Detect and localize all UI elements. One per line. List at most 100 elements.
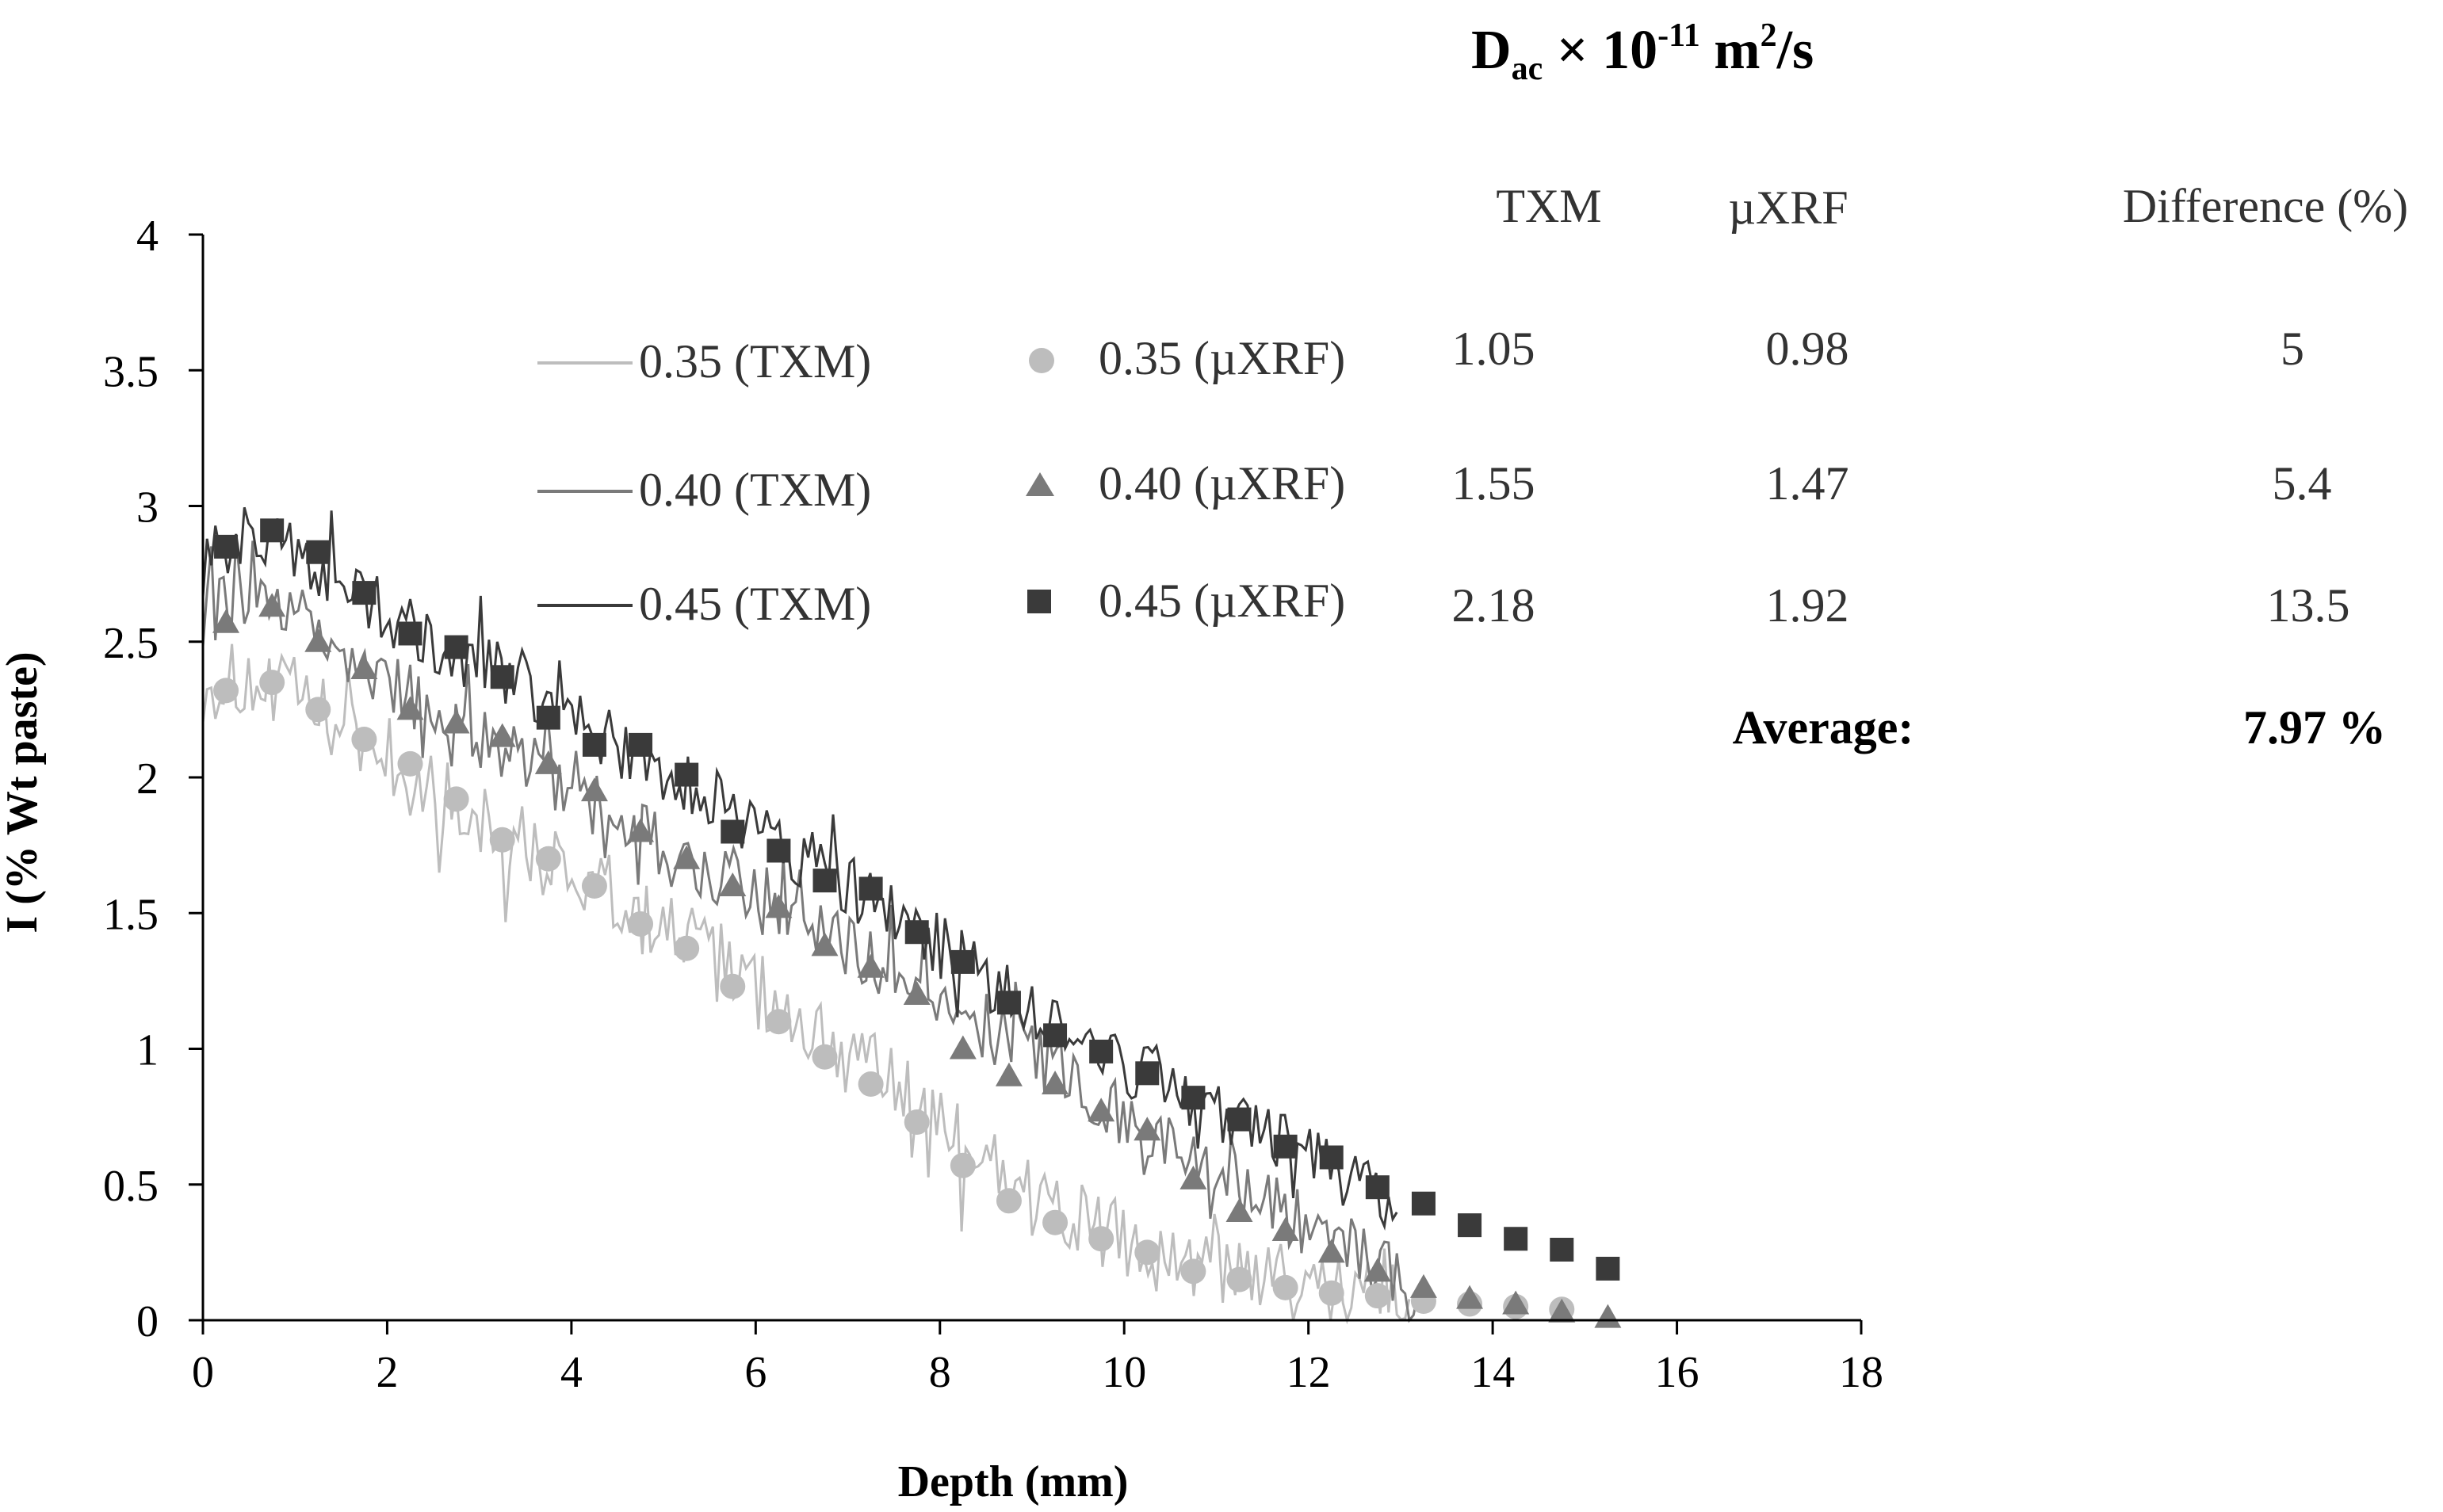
data-point-triangle: [719, 872, 747, 896]
data-point-circle: [1364, 1283, 1390, 1309]
table-header-difference: Difference (%): [2123, 180, 2408, 232]
data-point-triangle: [673, 845, 701, 869]
tick-marks: [189, 233, 1863, 1334]
legend: 0.35 (TXM) 0.35 (µXRF) 0.40 (TXM) 0.40 (…: [537, 332, 1345, 630]
data-point-square: [812, 869, 837, 893]
y-tick-label: 4: [136, 212, 159, 261]
data-point-circle: [720, 973, 746, 999]
data-point-triangle: [1088, 1098, 1115, 1122]
data-point-square: [1411, 1191, 1436, 1216]
legend-label-040-txm: 0.40 (TXM): [639, 464, 871, 516]
data-point-square: [1596, 1256, 1620, 1281]
x-tick-label: 10: [1102, 1348, 1146, 1397]
data-point-triangle: [949, 1035, 977, 1060]
table-average-value: 7.97 %: [2243, 701, 2386, 754]
data-point-circle: [904, 1109, 930, 1135]
table-title-unit-tail: /s: [1776, 20, 1814, 81]
data-point-triangle: [1225, 1198, 1253, 1222]
x-tick-label: 6: [744, 1348, 767, 1397]
uxrf-points-layer: [212, 518, 1622, 1328]
table-title-times: × 10: [1543, 20, 1657, 81]
data-point-circle: [1134, 1239, 1160, 1266]
legend-marker-035-uxrf: [1029, 348, 1054, 373]
data-point-circle: [259, 670, 285, 696]
legend-label-035-uxrf: 0.35 (µXRF): [1099, 332, 1345, 384]
table-title-exp: -11: [1657, 17, 1700, 54]
x-axis-title: Depth (mm): [898, 1457, 1129, 1506]
table-title-unit-exp: 2: [1761, 17, 1777, 54]
data-point-square: [996, 991, 1021, 1015]
data-point-square: [398, 621, 422, 646]
data-point-square: [629, 732, 653, 757]
data-point-triangle: [304, 628, 332, 652]
data-point-square: [536, 705, 560, 730]
table-row1-diff: 5: [2281, 323, 2304, 375]
table-row2-txm: 1.55: [1452, 457, 1535, 510]
data-point-triangle: [857, 953, 885, 978]
legend-label-045-uxrf: 0.45 (µXRF): [1099, 575, 1345, 627]
data-point-triangle: [396, 696, 424, 720]
data-point-triangle: [1502, 1290, 1530, 1315]
data-point-circle: [674, 935, 700, 961]
y-tick-label: 2: [136, 754, 159, 804]
x-tick-label: 16: [1655, 1348, 1699, 1397]
data-point-circle: [1226, 1266, 1252, 1292]
data-point-square: [721, 819, 745, 844]
data-point-triangle: [1594, 1304, 1622, 1328]
y-tick-label: 2.5: [103, 619, 159, 668]
data-point-square: [1089, 1039, 1114, 1063]
data-point-square: [1319, 1145, 1344, 1170]
table-row1-txm: 1.05: [1452, 323, 1535, 375]
data-point-square: [1135, 1061, 1160, 1086]
data-point-circle: [213, 678, 239, 704]
data-point-circle: [1180, 1258, 1206, 1285]
x-tick-label: 18: [1839, 1348, 1883, 1397]
y-axis-title: I (% Wt paste): [0, 651, 47, 933]
data-point-circle: [1042, 1209, 1069, 1235]
tick-labels: 0 2 4 6 8 10 12 14 16 18 0 0.5 1 1.5 2 2.5 3 3.5 4: [103, 212, 1883, 1397]
data-point-triangle: [212, 609, 240, 633]
data-point-triangle: [903, 981, 931, 1005]
table-row3-txm: 2.18: [1452, 579, 1535, 632]
data-point-square: [950, 949, 975, 974]
txm-line-0-45-txm-: [201, 506, 1398, 1231]
data-point-triangle: [1363, 1258, 1391, 1282]
data-point-triangle: [580, 777, 608, 802]
data-point-square: [1227, 1107, 1252, 1132]
y-tick-label: 1.5: [103, 890, 159, 939]
data-point-circle: [489, 827, 515, 853]
table-title-unit: m: [1700, 20, 1761, 81]
legend-label-035-txm: 0.35 (TXM): [639, 335, 871, 388]
table-row3-uxrf: 1.92: [1766, 579, 1849, 632]
diffusion-table: Dac × 10-11 m2/s TXM µXRF Difference (%)…: [1452, 17, 2409, 754]
y-tick-label: 0: [136, 1297, 159, 1346]
data-point-square: [1504, 1227, 1528, 1251]
data-point-square: [490, 665, 514, 689]
data-point-circle: [1272, 1274, 1298, 1300]
data-point-square: [1273, 1134, 1298, 1159]
data-point-circle: [1318, 1280, 1344, 1306]
table-row3-diff: 13.5: [2267, 579, 2350, 632]
data-point-triangle: [811, 932, 839, 956]
x-tick-label: 14: [1470, 1348, 1515, 1397]
data-point-triangle: [258, 593, 286, 617]
data-point-circle: [397, 750, 423, 777]
x-tick-label: 0: [192, 1348, 214, 1397]
data-point-circle: [305, 697, 331, 723]
data-point-square: [1365, 1175, 1390, 1200]
data-point-square: [1181, 1086, 1206, 1110]
data-point-square: [444, 635, 468, 659]
y-tick-label: 0.5: [103, 1162, 159, 1211]
y-tick-label: 1: [136, 1026, 159, 1075]
data-point-square: [1550, 1237, 1574, 1262]
data-point-circle: [535, 846, 561, 872]
table-average-label: Average:: [1733, 701, 1914, 754]
data-point-circle: [996, 1188, 1022, 1214]
data-point-square: [214, 534, 239, 559]
data-point-square: [1043, 1023, 1068, 1048]
data-point-square: [767, 838, 791, 863]
x-tick-label: 2: [376, 1348, 398, 1397]
data-point-square: [352, 581, 377, 605]
data-point-circle: [581, 873, 607, 899]
